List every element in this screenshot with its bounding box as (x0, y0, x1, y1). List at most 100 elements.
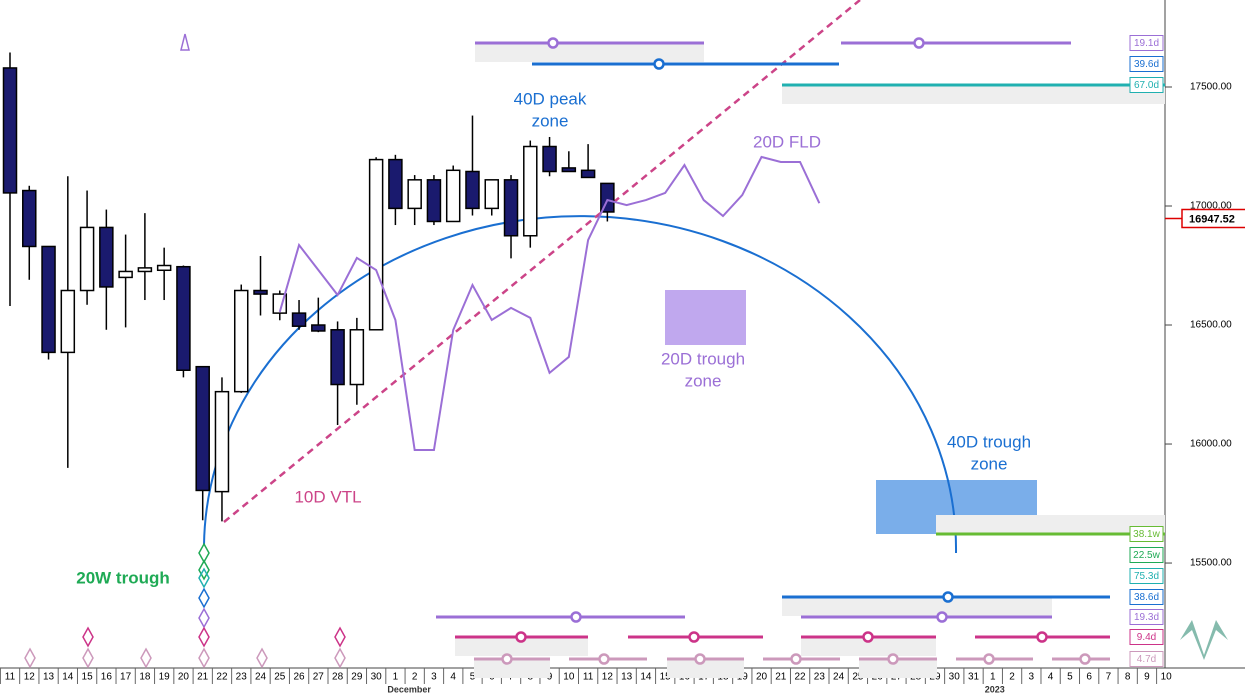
cycle-marker (547, 37, 559, 49)
cycle-label: 39.6d (1134, 59, 1159, 70)
candle-body (349, 329, 365, 386)
cycle-label-box (1129, 547, 1164, 563)
cycle-marker (983, 653, 995, 665)
cycle-label: 75.3d (1134, 571, 1159, 582)
candle-body (195, 365, 210, 492)
cycle-label-box (1129, 589, 1164, 605)
x-tick-label: 5 (470, 672, 476, 683)
candle-body (156, 264, 172, 272)
cycle-label: 19.1d (1134, 38, 1159, 49)
cycle-band (936, 515, 1165, 534)
annotation: 20D trough (661, 349, 745, 368)
cycle-label: 22.5w (1133, 550, 1160, 561)
x-tick-label: 21 (775, 672, 787, 683)
cycle-label-box (1129, 56, 1164, 72)
candle-body (368, 158, 384, 331)
cycle-marker (1079, 653, 1091, 665)
x-tick-label: 3 (431, 672, 437, 683)
x-tick-label: 23 (814, 672, 826, 683)
candle-body (465, 170, 480, 210)
cycle-diamond (24, 647, 36, 669)
candle-body (580, 169, 596, 179)
x-tick-label: 20 (756, 672, 768, 683)
cycle-label-box (1129, 609, 1164, 625)
x-tick-label: 16 (101, 672, 113, 683)
annotation: 40D peak (514, 89, 587, 108)
candle-body (426, 179, 442, 223)
x-tick-label: 5 (1067, 672, 1073, 683)
cycle-label: 4.7d (1137, 654, 1156, 665)
candle-body (253, 289, 268, 295)
x-tick-label: 18 (139, 672, 151, 683)
candle-body (118, 270, 133, 279)
x-tick-label: 8 (1125, 672, 1131, 683)
x-tick-label: 3 (1029, 672, 1035, 683)
x-tick-label: 15 (82, 672, 94, 683)
annotation: zone (971, 454, 1008, 473)
y-tick-label: 16000.00 (1190, 439, 1232, 450)
x-tick-label: 24 (255, 672, 267, 683)
cycle-label-box (1129, 526, 1164, 542)
cycle-label: 67.0d (1134, 80, 1159, 91)
candle-body (445, 169, 461, 223)
cycle-band (782, 85, 1165, 104)
cycle-label: 38.1w (1133, 529, 1160, 540)
x-tick-label: 2 (1009, 672, 1015, 683)
x-tick-label: 13 (621, 672, 633, 683)
x-tick-label: 12 (602, 672, 614, 683)
cycle-marker (942, 591, 954, 603)
cycle-diamond (198, 626, 210, 648)
candle-body (503, 179, 519, 237)
cycle-label-box (1129, 651, 1164, 667)
cycle-label-box (1129, 35, 1164, 51)
cycle-marker (598, 653, 610, 665)
x-tick-label: 21 (197, 672, 209, 683)
cycle-marker (570, 611, 582, 623)
cycle-diamond (198, 567, 210, 589)
x-tick-label: 20 (178, 672, 190, 683)
trough-zone-20d (665, 290, 746, 345)
x-tick-label: 15 (660, 672, 672, 683)
x-tick-label: 22 (795, 672, 807, 683)
cycle-marker (501, 653, 513, 665)
x-tick-label: 14 (62, 672, 74, 683)
peak-marker (180, 33, 190, 51)
x-tick-label: 27 (313, 672, 325, 683)
cycle-band (455, 637, 588, 656)
cycle-label: 38.6d (1134, 592, 1159, 603)
y-tick-label: 16500.00 (1190, 320, 1232, 331)
candle-body (176, 265, 191, 371)
cycle-arc (203, 215, 958, 554)
x-tick-label: 30 (371, 672, 383, 683)
cycle-diamond (256, 647, 268, 669)
candle-body (542, 145, 557, 173)
cycle-label-box (1129, 77, 1164, 93)
x-tick-label: 2 (412, 672, 418, 683)
cycle-diamond (198, 587, 210, 609)
cycle-label: 19.3d (1134, 612, 1159, 623)
cycle-marker (887, 653, 899, 665)
x-tick-label: 24 (833, 672, 845, 683)
x-tick-label: 26 (293, 672, 305, 683)
x-tick-label: 1 (393, 672, 399, 683)
month-label: 2023 (985, 684, 1005, 694)
cycle-diamond (334, 647, 346, 669)
cycle-marker (1036, 631, 1048, 643)
fld-line (278, 155, 821, 451)
x-tick-label: 17 (120, 672, 132, 683)
cycle-marker (936, 611, 948, 623)
cycle-diamond (82, 647, 94, 669)
cycle-diamond (198, 559, 210, 581)
last-price-box (1181, 208, 1245, 229)
annotation: zone (532, 111, 569, 130)
candle-body (99, 226, 114, 288)
logo (1180, 620, 1228, 660)
x-tick-label: 23 (236, 672, 248, 683)
cycle-diamond (334, 626, 346, 648)
annotation: 40D trough (947, 432, 1031, 451)
cycle-band (859, 659, 937, 678)
cycle-marker (790, 653, 802, 665)
x-tick-label: 6 (1086, 672, 1092, 683)
x-tick-label: 1 (990, 672, 996, 683)
